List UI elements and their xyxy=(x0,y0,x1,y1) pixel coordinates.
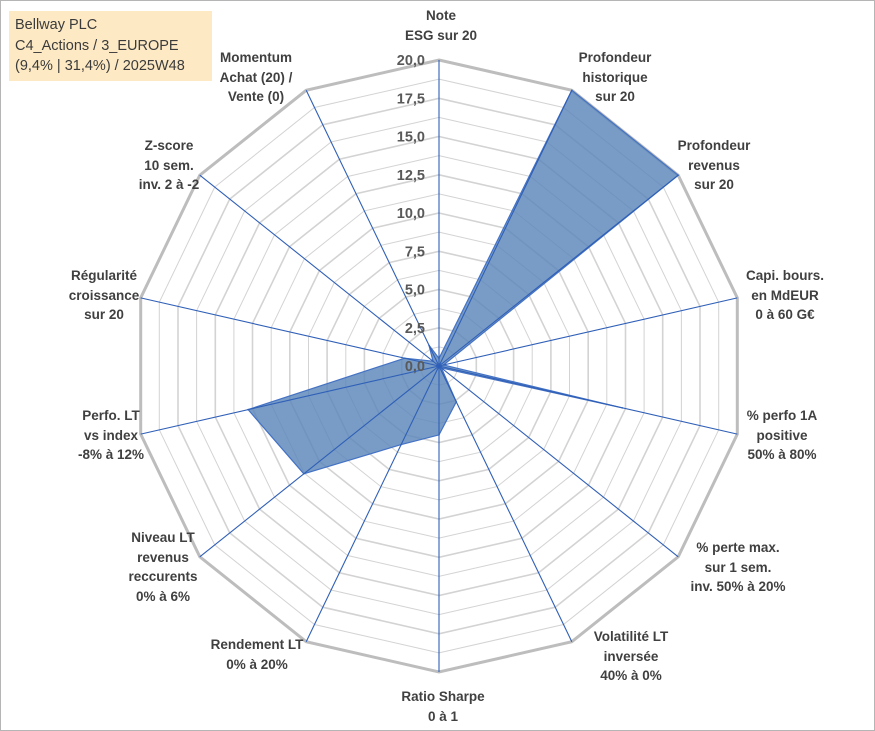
axis-label-line: Rendement LT xyxy=(210,637,304,652)
tick-layer: 0,0 2,5 5,0 7,5 10,0 12,5 15,0 17,5 20,0 xyxy=(397,53,425,375)
axis-label-line: Note xyxy=(425,8,456,23)
axis-spoke xyxy=(305,365,440,642)
axis-label-line: sur 20 xyxy=(84,307,124,322)
axis-spoke xyxy=(305,90,440,367)
axis-label-line: Ratio Sharpe xyxy=(401,689,485,704)
radial-tick-label: 12,5 xyxy=(397,168,425,184)
axis-spoke xyxy=(438,365,573,642)
axis-label-line: historique xyxy=(582,69,648,85)
axis-label: Perfo. LT vs index -8% à 12% xyxy=(78,406,144,465)
axis-label-line: Régularité xyxy=(70,268,138,283)
spoke-layer xyxy=(140,60,738,672)
axis-label: Profondeur revenus sur 20 xyxy=(678,136,751,195)
axis-label-line: sur 20 xyxy=(595,89,635,104)
axis-label: Régularité croissance sur 20 xyxy=(69,266,140,325)
axis-label-line: Volatilité LT xyxy=(593,629,669,644)
axis-label-line: positive xyxy=(756,427,808,443)
axis-label-line: 0 à 1 xyxy=(427,708,459,724)
axis-label: Capi. bours. en MdEUR 0 à 60 G€ xyxy=(746,266,824,325)
axis-label-line: % perfo 1A xyxy=(746,408,818,423)
axis-label: Z-score 10 sem. inv. 2 à -2 xyxy=(139,136,200,195)
radial-tick-label: 0,0 xyxy=(405,359,425,375)
axis-spoke xyxy=(140,297,440,367)
axis-label-line: revenus xyxy=(688,157,740,173)
axis-label-line: 40% à 0% xyxy=(600,668,662,683)
axis-label-line: Profondeur xyxy=(578,50,652,65)
axis-label-line: inv. 2 à -2 xyxy=(138,177,200,192)
axis-label-line: Niveau LT xyxy=(131,530,195,545)
axis-label: Volatilité LT inversée 40% à 0% xyxy=(594,627,669,686)
axis-label-line: sur 1 sem. xyxy=(704,559,772,575)
axis-label-line: 0% à 20% xyxy=(226,656,288,672)
axis-label: Ratio Sharpe 0 à 1 xyxy=(401,687,484,726)
axis-label-line: inv. 50% à 20% xyxy=(690,579,786,594)
axis-label-line: revenus xyxy=(137,549,189,565)
axis-label: Momentum Achat (20) / Vente (0) xyxy=(220,48,293,107)
radial-tick-label: 15,0 xyxy=(397,130,425,146)
axis-label-line: inversée xyxy=(603,648,659,664)
title-box: Bellway PLC C4_Actions / 3_EUROPE (9,4% … xyxy=(9,11,212,81)
radial-tick-label: 7,5 xyxy=(405,244,425,260)
axis-label-line: -8% à 12% xyxy=(77,447,145,462)
axis-label-line: Perfo. LT xyxy=(82,408,140,423)
axis-spoke xyxy=(438,174,679,367)
axis-label-line: Capi. bours. xyxy=(745,268,825,283)
axis-label-line: % perte max. xyxy=(696,540,780,555)
axis-label-line: Profondeur xyxy=(677,138,751,153)
axis-label-line: Vente (0) xyxy=(227,89,285,104)
axis-label-line: ESG sur 20 xyxy=(404,27,478,43)
axis-label: Profondeur historique sur 20 xyxy=(579,48,652,107)
axis-label: Niveau LT revenus reccurents 0% à 6% xyxy=(128,528,197,606)
radial-tick-label: 17,5 xyxy=(397,91,425,107)
axis-spoke xyxy=(199,174,440,367)
axis-label-line: reccurents xyxy=(128,569,198,584)
radial-tick-label: 20,0 xyxy=(397,53,425,69)
axis-label-line: 50% à 80% xyxy=(747,447,817,462)
axis-label: % perte max. sur 1 sem. inv. 50% à 20% xyxy=(690,538,785,597)
title-line-company: Bellway PLC xyxy=(15,17,98,33)
axis-label-line: Momentum xyxy=(220,50,292,65)
axis-spoke xyxy=(438,90,573,367)
axis-label-line: Z-score xyxy=(144,138,194,153)
axis-label-line: sur 20 xyxy=(694,177,734,192)
axis-label-line: 0% à 6% xyxy=(135,588,191,604)
title-line-period: (9,4% | 31,4%) / 2025W48 xyxy=(15,58,185,74)
title-line-category: C4_Actions / 3_EUROPE xyxy=(15,37,179,54)
axis-label-line: croissance xyxy=(68,287,140,303)
radial-tick-label: 5,0 xyxy=(405,283,425,299)
axis-label-line: en MdEUR xyxy=(751,287,819,303)
axis-label: % perfo 1A positive 50% à 80% xyxy=(747,406,818,465)
axis-label: Note ESG sur 20 xyxy=(405,6,477,45)
axis-spoke xyxy=(438,365,738,435)
radial-tick-label: 2,5 xyxy=(405,321,425,337)
axis-spoke xyxy=(438,365,679,558)
axis-label: Rendement LT 0% à 20% xyxy=(211,635,304,674)
radial-tick-label: 10,0 xyxy=(397,206,425,222)
axis-label-line: 10 sem. xyxy=(144,157,194,173)
axis-label-line: vs index xyxy=(83,427,139,443)
axis-spoke xyxy=(140,365,440,435)
axis-spoke xyxy=(438,297,738,367)
axis-spoke xyxy=(199,365,440,558)
axis-label-line: 0 à 60 G€ xyxy=(755,307,815,322)
axis-label-line: Achat (20) / xyxy=(219,69,293,85)
